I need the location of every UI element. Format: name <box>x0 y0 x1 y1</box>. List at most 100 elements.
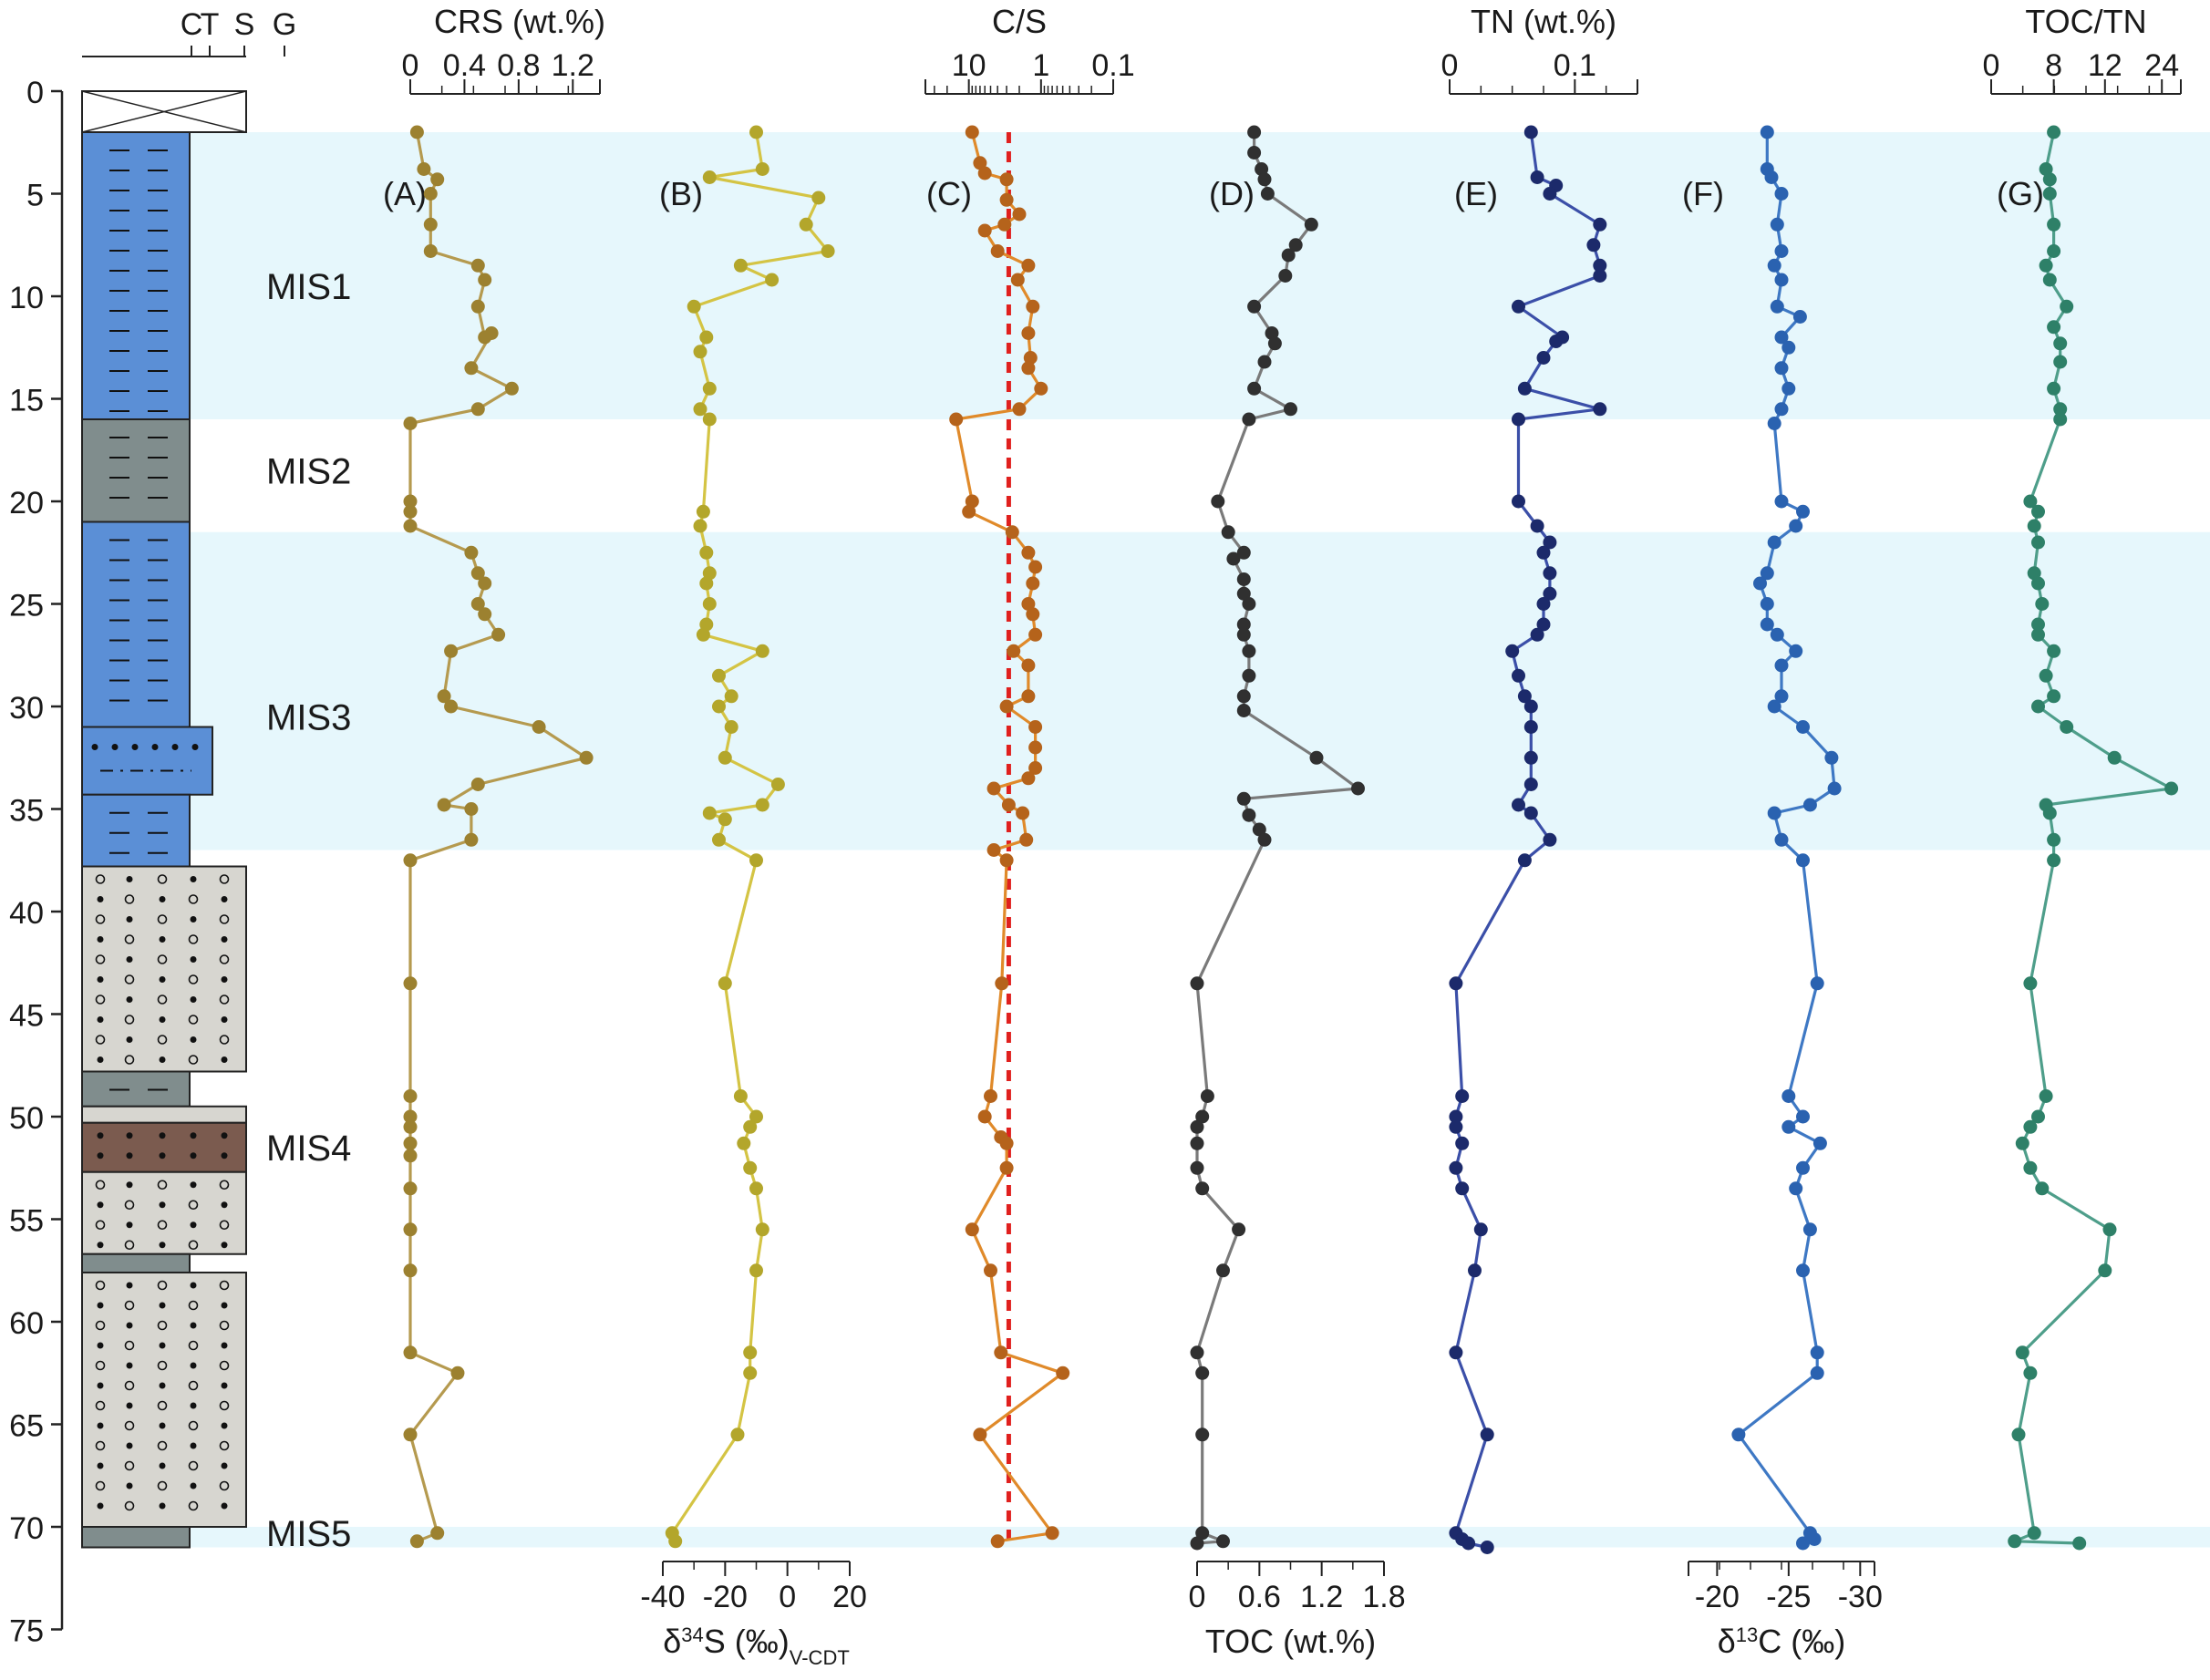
panel-b-tick-label: 20 <box>832 1580 867 1614</box>
gravel-dot <box>97 896 104 902</box>
panel-d-point <box>1236 791 1251 806</box>
panel-g-point <box>2039 1089 2053 1103</box>
lithology-unit-box <box>81 1272 247 1528</box>
panel-b-point <box>724 689 738 704</box>
panel-b-point <box>668 1534 683 1549</box>
gravel-clast <box>95 1220 106 1231</box>
gravel-dot <box>221 1502 228 1510</box>
panel-c-point <box>999 853 1014 868</box>
gravel-clast <box>219 1400 230 1411</box>
panel-a-tick-label: 1.2 <box>552 48 594 83</box>
panel-c-point <box>1045 1526 1059 1541</box>
sand-dot <box>131 744 139 750</box>
panel-f-point <box>1774 330 1789 345</box>
stage-label-mis3: MIS3 <box>266 697 351 737</box>
panel-c-point <box>962 504 976 519</box>
panel-a-point <box>403 976 418 991</box>
gravel-dot <box>221 1422 228 1429</box>
panel-a-point <box>403 1263 418 1278</box>
panel-b-title: δ34S (‰)V-CDT <box>663 1623 850 1669</box>
panel-g-point <box>2047 244 2061 258</box>
panel-b: -40 -20 0 20 δ34S (‰)V-CDT (B) <box>640 125 867 1669</box>
panel-b-point <box>718 812 732 827</box>
gravel-dot <box>190 1282 197 1289</box>
panel-e-point <box>1473 1222 1488 1237</box>
gravel-clast <box>157 1440 168 1451</box>
gravel-dot <box>97 1422 104 1429</box>
panel-a-point <box>417 162 431 176</box>
panel-g-point <box>2047 853 2061 868</box>
panel-c-tick-label: 0.1 <box>1091 48 1134 83</box>
panel-g-point <box>2023 1160 2038 1175</box>
panel-b-point <box>693 402 707 417</box>
panel-c-point <box>977 166 992 180</box>
gravel-clast <box>188 934 199 944</box>
panel-b-point <box>749 1109 763 1124</box>
panel-a-point <box>464 832 479 847</box>
gravel-dot <box>221 1342 228 1349</box>
panel-d-point <box>1216 1534 1230 1549</box>
panel-f-point <box>1753 576 1767 591</box>
gravel-dot <box>190 1402 197 1409</box>
panel-b-point <box>821 244 835 258</box>
gravel-clast <box>188 1300 199 1311</box>
panel-b-tick-label: -40 <box>640 1580 685 1614</box>
gravel-dot <box>221 1302 228 1309</box>
gravel-clast <box>157 1280 168 1291</box>
gravel-dot <box>97 1152 104 1160</box>
panel-f-point <box>1767 535 1781 550</box>
panel-c-point <box>1021 597 1036 611</box>
sand-dot <box>171 744 179 750</box>
panel-d-point <box>1284 402 1297 417</box>
panel-a-point <box>403 1149 418 1163</box>
panel-f-point <box>1792 310 1807 324</box>
panel-g-point <box>2047 320 2061 335</box>
panel-c-point <box>999 1160 1014 1175</box>
panel-g: 0 8 12 24 TOC/TN (G) <box>1983 3 2182 1551</box>
panel-a-point <box>403 494 418 509</box>
panel-g-point <box>2031 1109 2045 1124</box>
depth-tick-label-15: 15 <box>9 384 44 418</box>
panel-b-point <box>702 806 717 820</box>
panel-d-point <box>1211 494 1225 509</box>
gravel-dot <box>159 1382 166 1389</box>
panel-c-point <box>1026 607 1040 622</box>
panel-c-point <box>986 843 1001 857</box>
gravel-clast <box>219 995 230 1005</box>
panel-g-point <box>2011 1427 2026 1442</box>
gravel-dot <box>221 1382 228 1389</box>
panel-f-label: (F) <box>1682 175 1724 212</box>
gravel-dot <box>221 1242 228 1249</box>
panel-f-point <box>1774 273 1789 287</box>
panel-d-point <box>1236 545 1251 560</box>
lithology-unit-4 <box>81 726 213 796</box>
panel-f-point <box>1774 832 1789 847</box>
panel-b-point <box>718 750 732 765</box>
gravel-clast <box>157 995 168 1005</box>
gravel-clast <box>157 1035 168 1045</box>
panel-f-point <box>1760 597 1774 611</box>
panel-a-point <box>437 798 451 812</box>
lithology-header-G: G <box>273 7 296 42</box>
gravel-dot <box>190 916 197 922</box>
panel-g-point <box>2042 806 2057 820</box>
gravel-clast <box>157 914 168 924</box>
panel-f-point <box>1767 699 1781 714</box>
panel-f-point <box>1760 125 1774 139</box>
panel-b-point <box>799 217 813 232</box>
gravel-clast <box>124 1420 135 1431</box>
panel-d-point <box>1190 1119 1204 1134</box>
gravel-clast <box>95 1035 106 1045</box>
panel-b-point <box>718 976 732 991</box>
panel-e-point <box>1543 187 1557 201</box>
sand-dot <box>191 744 199 750</box>
gravel-clast <box>95 1360 106 1371</box>
panel-g-title: TOC/TN <box>2025 3 2146 40</box>
panel-f-point <box>1796 1536 1810 1551</box>
panel-a-point <box>403 1427 418 1442</box>
gravel-clast <box>157 1360 168 1371</box>
gravel-dot <box>190 1221 197 1229</box>
panel-e-point <box>1505 644 1520 658</box>
panel-e-point <box>1536 597 1551 611</box>
panel-a-point <box>403 1222 418 1237</box>
